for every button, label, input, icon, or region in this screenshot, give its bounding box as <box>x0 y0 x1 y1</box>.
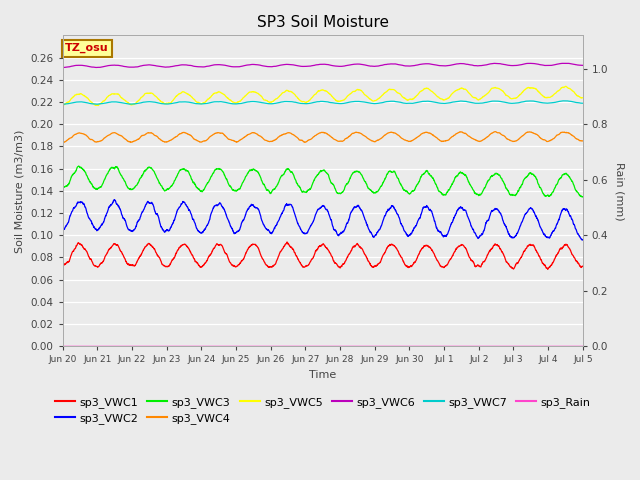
sp3_Rain <box>59 344 67 349</box>
sp3_VWC4 <box>569 133 577 139</box>
Line: sp3_VWC1: sp3_VWC1 <box>63 242 583 269</box>
Line: sp3_VWC6: sp3_VWC6 <box>63 63 583 68</box>
sp3_VWC3 <box>149 167 157 173</box>
sp3_VWC1 <box>283 239 291 245</box>
sp3_VWC4 <box>259 134 266 140</box>
sp3_VWC1 <box>59 263 67 268</box>
sp3_VWC7 <box>513 100 520 106</box>
sp3_VWC3 <box>579 194 586 200</box>
sp3_VWC5 <box>149 91 157 97</box>
sp3_VWC2 <box>281 203 289 209</box>
Line: sp3_VWC2: sp3_VWC2 <box>63 200 583 240</box>
sp3_VWC5 <box>259 95 266 100</box>
sp3_VWC6 <box>579 62 587 68</box>
Line: sp3_VWC5: sp3_VWC5 <box>63 86 583 106</box>
sp3_VWC6 <box>563 60 571 66</box>
sp3_Rain <box>513 344 520 349</box>
sp3_VWC3 <box>75 163 83 169</box>
Y-axis label: Rain (mm): Rain (mm) <box>615 162 625 220</box>
sp3_VWC4 <box>579 138 587 144</box>
sp3_VWC7 <box>259 100 266 106</box>
sp3_VWC2 <box>259 218 266 224</box>
sp3_VWC4 <box>301 140 309 145</box>
sp3_Rain <box>579 344 587 349</box>
sp3_VWC2 <box>513 231 520 237</box>
X-axis label: Time: Time <box>309 370 337 380</box>
sp3_VWC5 <box>95 103 102 108</box>
sp3_VWC7 <box>579 100 587 106</box>
sp3_VWC7 <box>149 99 157 105</box>
sp3_VWC5 <box>562 84 570 89</box>
sp3_VWC1 <box>149 244 157 250</box>
sp3_VWC7 <box>118 100 126 106</box>
sp3_VWC1 <box>544 266 552 272</box>
sp3_VWC1 <box>513 260 520 266</box>
sp3_VWC2 <box>59 227 67 233</box>
sp3_VWC6 <box>118 63 126 69</box>
sp3_VWC4 <box>149 131 157 137</box>
sp3_Rain <box>281 344 289 349</box>
sp3_VWC6 <box>259 63 266 69</box>
sp3_VWC5 <box>118 96 126 101</box>
sp3_VWC2 <box>569 218 577 224</box>
sp3_VWC7 <box>281 99 289 105</box>
Text: TZ_osu: TZ_osu <box>65 43 109 53</box>
sp3_VWC3 <box>59 185 67 191</box>
sp3_Rain <box>259 344 266 349</box>
Title: SP3 Soil Moisture: SP3 Soil Moisture <box>257 15 388 30</box>
sp3_Rain <box>149 344 157 349</box>
sp3_VWC4 <box>513 138 521 144</box>
sp3_VWC5 <box>59 102 67 108</box>
sp3_Rain <box>569 344 577 349</box>
sp3_VWC1 <box>259 255 266 261</box>
Line: sp3_VWC3: sp3_VWC3 <box>63 166 583 197</box>
sp3_VWC4 <box>59 139 67 145</box>
sp3_VWC3 <box>281 169 289 175</box>
sp3_VWC5 <box>513 95 520 101</box>
sp3_VWC1 <box>579 264 587 269</box>
sp3_VWC4 <box>492 129 499 134</box>
sp3_Rain <box>118 344 126 349</box>
sp3_VWC4 <box>281 131 289 137</box>
Line: sp3_VWC4: sp3_VWC4 <box>63 132 583 143</box>
sp3_VWC2 <box>118 213 126 218</box>
sp3_VWC1 <box>281 242 289 248</box>
sp3_VWC3 <box>513 191 520 197</box>
sp3_VWC7 <box>59 101 67 107</box>
sp3_VWC2 <box>110 197 118 203</box>
sp3_VWC6 <box>149 62 157 68</box>
sp3_VWC5 <box>569 88 577 94</box>
sp3_VWC3 <box>259 180 266 185</box>
Legend: sp3_VWC1, sp3_VWC2, sp3_VWC3, sp3_VWC4, sp3_VWC5, sp3_VWC6, sp3_VWC7, sp3_Rain: sp3_VWC1, sp3_VWC2, sp3_VWC3, sp3_VWC4, … <box>51 392 595 429</box>
sp3_VWC7 <box>569 99 577 105</box>
sp3_VWC2 <box>579 237 587 242</box>
sp3_VWC6 <box>59 65 67 71</box>
sp3_VWC6 <box>513 62 520 68</box>
sp3_VWC3 <box>569 180 577 185</box>
sp3_VWC4 <box>118 133 126 139</box>
sp3_VWC3 <box>118 174 126 180</box>
sp3_VWC2 <box>579 237 586 242</box>
sp3_VWC2 <box>149 202 157 207</box>
Line: sp3_VWC7: sp3_VWC7 <box>63 101 583 104</box>
sp3_VWC5 <box>281 89 289 95</box>
sp3_VWC5 <box>579 95 587 101</box>
sp3_VWC6 <box>281 61 289 67</box>
Y-axis label: Soil Moisture (m3/m3): Soil Moisture (m3/m3) <box>15 129 25 252</box>
sp3_VWC1 <box>569 252 577 258</box>
sp3_VWC7 <box>560 98 568 104</box>
sp3_VWC6 <box>569 61 577 67</box>
sp3_VWC1 <box>118 251 126 256</box>
sp3_VWC3 <box>579 194 587 200</box>
